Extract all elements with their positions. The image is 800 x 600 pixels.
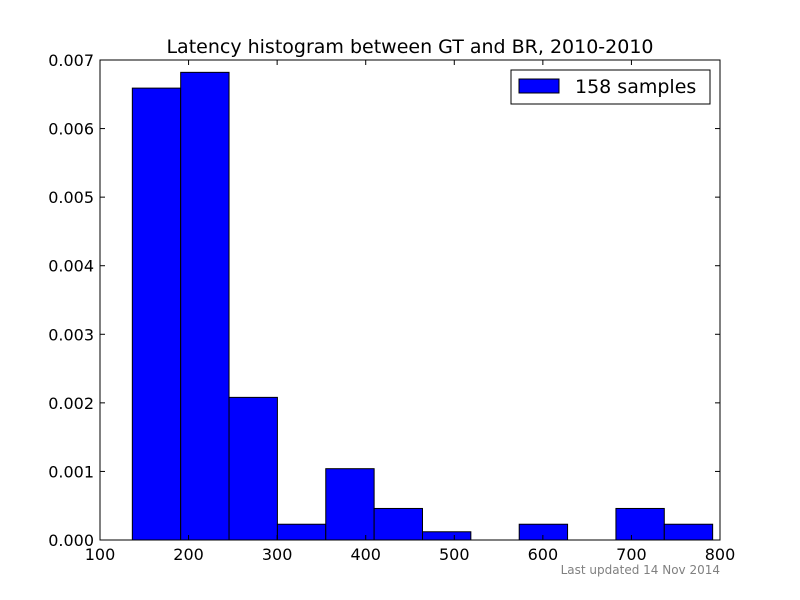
y-tick-label: 0.003 bbox=[48, 325, 94, 344]
histogram-bar bbox=[615, 507, 665, 541]
chart-title: Latency histogram between GT and BR, 201… bbox=[166, 36, 653, 58]
y-tick-label: 0.004 bbox=[48, 257, 94, 276]
x-tick-label: 600 bbox=[528, 545, 559, 564]
axis-ticks bbox=[99, 59, 721, 541]
x-tick-label: 100 bbox=[85, 545, 116, 564]
x-tick-label: 800 bbox=[705, 545, 736, 564]
y-tick-label: 0.006 bbox=[48, 120, 94, 139]
x-tick-label: 200 bbox=[173, 545, 204, 564]
histogram-bar bbox=[373, 507, 423, 541]
plot-frame bbox=[99, 59, 721, 541]
x-tick-labels: 100 200 300 400 500 600 700 800 bbox=[85, 545, 736, 564]
x-tick-label: 300 bbox=[262, 545, 293, 564]
y-tick-label: 0.005 bbox=[48, 188, 94, 207]
histogram-bar bbox=[421, 531, 472, 541]
histogram-bar bbox=[518, 523, 569, 541]
histogram-bars bbox=[131, 71, 714, 541]
x-tick-label: 400 bbox=[350, 545, 381, 564]
histogram-bar bbox=[325, 468, 375, 541]
x-tick-label: 700 bbox=[616, 545, 647, 564]
y-tick-label: 0.000 bbox=[48, 531, 94, 550]
histogram-bar bbox=[180, 71, 230, 541]
histogram-bar bbox=[228, 396, 278, 541]
legend-swatch bbox=[518, 78, 560, 94]
histogram-bar bbox=[131, 87, 182, 541]
y-tick-labels: 0.000 0.001 0.002 0.003 0.004 0.005 0.006 0.007 bbox=[48, 51, 94, 550]
y-tick-label: 0.002 bbox=[48, 394, 94, 413]
legend: 158 samples bbox=[510, 69, 711, 105]
x-tick-label: 500 bbox=[439, 545, 470, 564]
y-tick-label: 0.007 bbox=[48, 51, 94, 70]
last-updated-note: Last updated 14 Nov 2014 bbox=[561, 563, 720, 577]
histogram-bar bbox=[663, 523, 714, 541]
legend-label: 158 samples bbox=[575, 76, 696, 98]
y-tick-label: 0.001 bbox=[48, 462, 94, 481]
histogram-bar bbox=[276, 523, 327, 541]
